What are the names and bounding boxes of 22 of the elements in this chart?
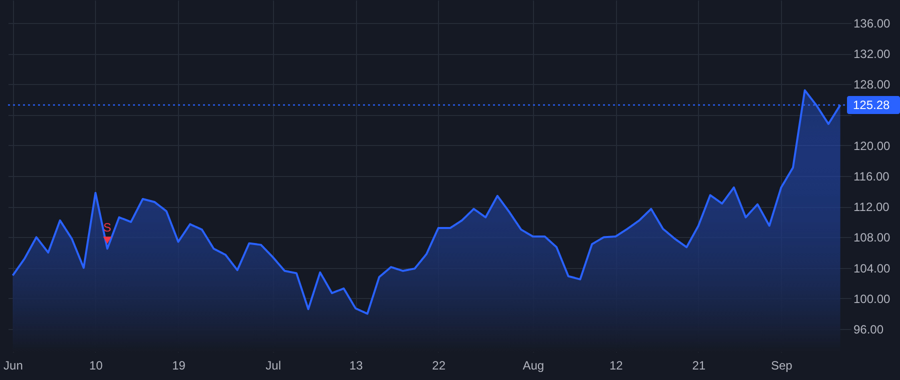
y-tick-label: 112.00	[854, 200, 890, 214]
x-tick-label: 19	[172, 358, 186, 372]
ref-line-label: 125.28	[853, 98, 890, 112]
x-tick-label: 22	[432, 358, 446, 372]
y-tick-label: 96.00	[854, 322, 884, 337]
y-tick-label: 136.00	[854, 16, 891, 30]
x-tick-label: Aug	[522, 358, 544, 372]
x-tick-label: 21	[692, 358, 706, 372]
y-tick-label: 116.00	[854, 170, 890, 184]
series-label: S	[103, 220, 112, 234]
x-tick-label: 12	[609, 358, 624, 372]
x-tick-label: 10	[89, 358, 103, 372]
y-tick-label: 132.00	[854, 47, 891, 62]
y-tick-label: 104.00	[854, 261, 891, 276]
x-tick-label: Jun	[4, 358, 23, 372]
y-tick-label: 128.00	[854, 78, 891, 92]
x-tick-label: Sep	[770, 358, 793, 372]
y-tick-label: 120.00	[854, 138, 891, 153]
x-tick-label: 13	[349, 358, 364, 372]
x-tick-label: Jul	[266, 358, 281, 372]
y-tick-label: 100.00	[854, 292, 891, 306]
y-tick-label: 108.00	[854, 230, 891, 245]
